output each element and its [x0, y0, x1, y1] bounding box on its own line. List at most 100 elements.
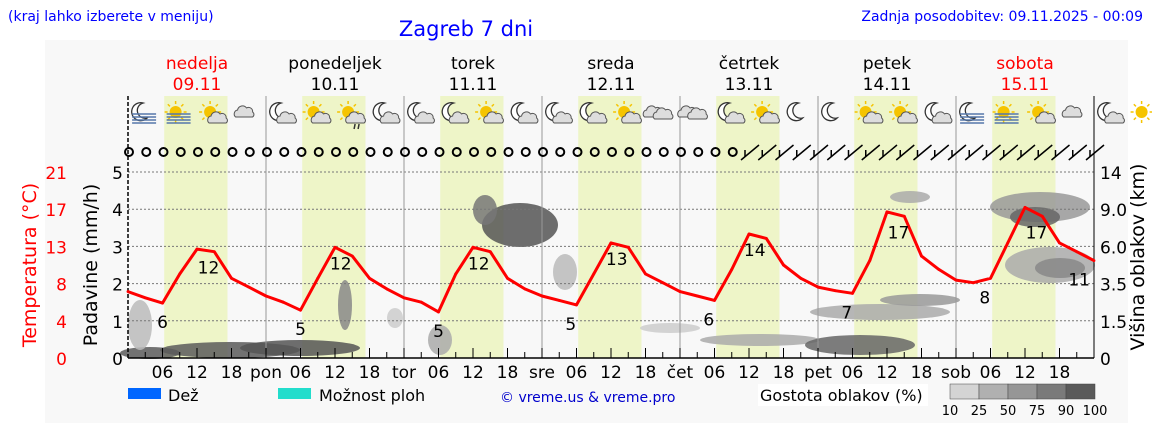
sun-ray: [201, 117, 205, 121]
daylight-band: [302, 96, 366, 358]
temperature-point: [592, 272, 596, 276]
cloud-shape: [379, 111, 401, 124]
temperature-point: [885, 210, 889, 214]
temperature-point: [851, 291, 854, 295]
temperature-point: [402, 296, 406, 300]
temperature-point: [385, 287, 389, 291]
temperature-point: [212, 250, 216, 254]
temperature-point: [1058, 241, 1061, 245]
temperature-point: [644, 272, 647, 276]
cloud-density-blob: [128, 300, 152, 350]
cloud-shape: [552, 111, 573, 124]
sun-ray: [1133, 117, 1137, 121]
temperature-point: [937, 268, 941, 271]
day-short-label: tor: [392, 363, 416, 383]
temperature-point: [764, 237, 768, 240]
moon-icon: [786, 102, 805, 122]
day-date: 09.11: [173, 75, 222, 95]
cloud-density-blob: [890, 191, 930, 203]
hour-label: 06: [704, 363, 726, 383]
density-tick: 50: [1000, 404, 1017, 419]
wind-barb-icon: [1033, 144, 1053, 161]
temperature-point: [971, 281, 975, 285]
temperature-label: 5: [295, 320, 306, 340]
temp-tick: 0: [56, 350, 67, 370]
cloud-density-blob: [805, 335, 915, 355]
wind-barb-icon: [895, 144, 915, 161]
precip-tick: 0: [112, 350, 123, 370]
moon-cloud-icon: [579, 102, 608, 124]
temperature-point: [626, 245, 630, 249]
day-short-label: sob: [941, 363, 971, 383]
wind-barb-icon: [913, 144, 932, 161]
density-swatch: [978, 383, 1009, 400]
calm-wind-icon: [400, 147, 410, 157]
wind-barb-icon: [775, 144, 794, 161]
sun-ray: [1029, 103, 1033, 107]
temperature-point: [540, 294, 544, 298]
page-title: Zagreb 7 dni: [399, 17, 533, 41]
temperature-label: 13: [606, 250, 628, 270]
calm-wind-icon: [279, 147, 290, 157]
density-tick: 75: [1029, 404, 1046, 419]
copyright-link[interactable]: © vreme.us & vreme.pro: [500, 390, 675, 406]
day-date: 13.11: [725, 75, 774, 95]
sun-ray: [305, 117, 309, 121]
wind-barb-icon: [826, 144, 846, 161]
hour-label: 18: [359, 363, 381, 383]
cloud-height-tick: 0: [1100, 350, 1111, 370]
precip-tick: 1: [112, 313, 123, 333]
hour-label: 12: [462, 363, 484, 383]
wind-barb-icon: [1051, 144, 1070, 161]
cloud-density-blob: [428, 325, 452, 355]
temperature-point: [661, 281, 665, 285]
day-name: torek: [451, 54, 495, 74]
temperature-point: [1075, 250, 1079, 254]
hour-label: 06: [842, 363, 864, 383]
temperature-label: 7: [841, 303, 852, 323]
cloud-density-blob: [338, 280, 352, 330]
sun-ray: [905, 103, 909, 107]
sun-cloud-rain-icon: [337, 101, 366, 130]
density-tick: 90: [1058, 404, 1075, 419]
temperature-point: [247, 285, 251, 289]
calm-wind-icon: [451, 147, 462, 157]
temperature-point: [954, 278, 958, 282]
sun-ray: [753, 117, 757, 121]
temperature-point: [695, 294, 699, 298]
cloud-shape: [1104, 111, 1125, 124]
calm-wind-icon: [624, 147, 635, 157]
cloud-shape: [345, 111, 366, 124]
wind-barb-icon: [1016, 144, 1036, 161]
sun-ray: [339, 103, 343, 107]
sun-ray: [167, 103, 171, 107]
day-short-label: sre: [529, 363, 555, 383]
location-hint[interactable]: (kraj lahko izberete v meniju): [8, 9, 214, 25]
sun-shape: [169, 106, 182, 118]
moon-cloud-icon: [510, 102, 539, 124]
sun-ray: [1043, 103, 1047, 107]
hour-label: 18: [221, 363, 243, 383]
hour-label: 18: [497, 363, 519, 383]
calm-wind-icon: [676, 147, 686, 157]
day-name: sreda: [587, 54, 634, 74]
temperature-point: [1092, 259, 1096, 262]
cloud-density-blob: [810, 304, 950, 320]
sun-ray: [201, 103, 205, 107]
calm-wind-icon: [434, 147, 445, 157]
sun-ray: [353, 103, 357, 107]
cloud-shape: [897, 111, 918, 124]
cloud-shape: [414, 111, 435, 124]
sun-ray: [857, 117, 861, 121]
moon-cloud-icon: [924, 102, 953, 124]
moon-cloud-icon: [441, 102, 470, 124]
cloud-height-axis-label: Višina oblakov (km): [1127, 164, 1149, 351]
cloud-density-blob: [482, 203, 558, 247]
temperature-label: 12: [198, 259, 220, 279]
temperature-point: [557, 299, 561, 302]
calm-wind-icon: [313, 147, 324, 157]
sun-cloud-icon: [199, 101, 228, 124]
temperature-point: [143, 296, 147, 300]
sun-shape: [1135, 106, 1148, 118]
